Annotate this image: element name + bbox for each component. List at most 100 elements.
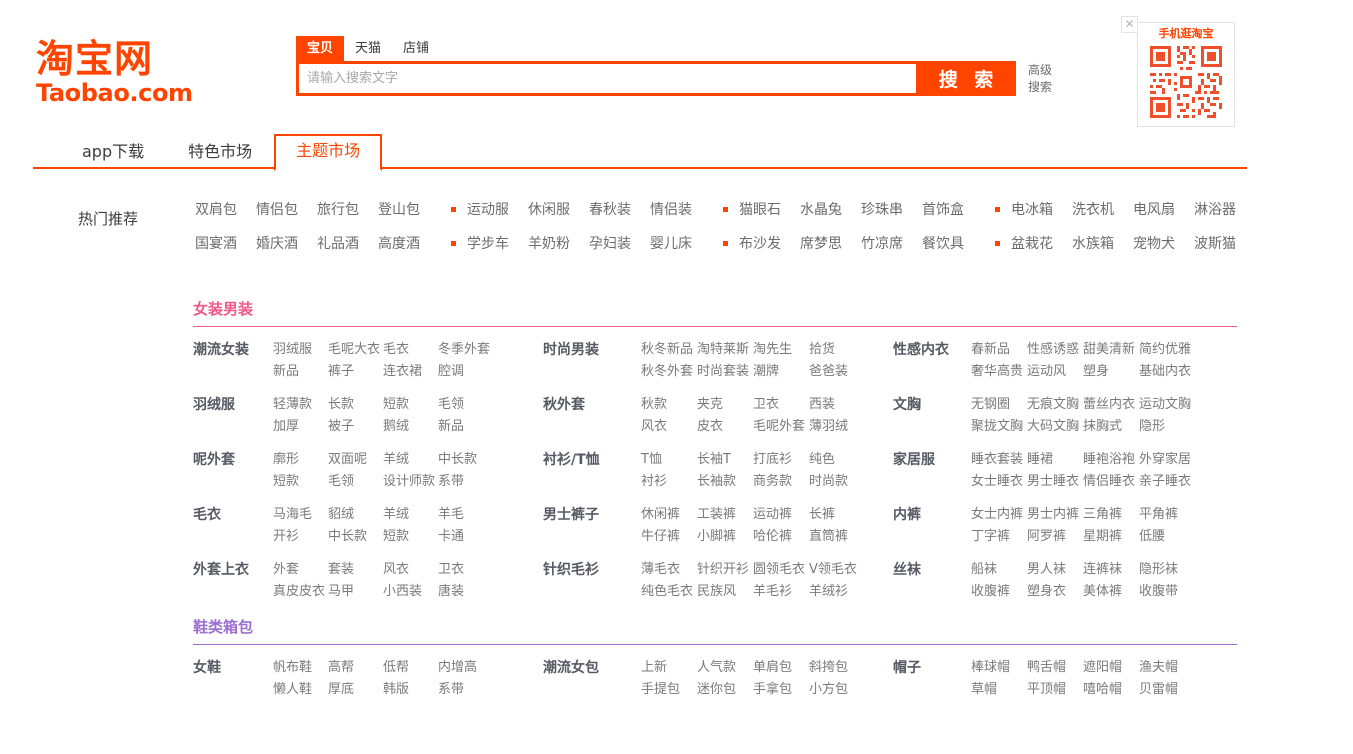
hot-keyword-link[interactable]: 运动服: [467, 202, 509, 218]
category-link[interactable]: 单肩包: [753, 660, 793, 675]
category-title[interactable]: 家居服: [893, 452, 935, 468]
category-title[interactable]: 秋外套: [543, 397, 585, 413]
category-link[interactable]: 风衣: [383, 562, 410, 577]
hot-keyword-link[interactable]: 羊奶粉: [528, 236, 570, 252]
category-link[interactable]: 春新品: [971, 342, 1011, 357]
search-box[interactable]: [296, 61, 916, 96]
category-link[interactable]: T恤: [641, 452, 662, 467]
category-title[interactable]: 毛衣: [193, 507, 221, 523]
category-link[interactable]: 商务款: [753, 474, 793, 489]
category-link[interactable]: 鹅绒: [383, 419, 410, 434]
category-link[interactable]: 薄羽绒: [809, 419, 849, 434]
category-link[interactable]: 蕾丝内衣: [1083, 397, 1136, 412]
category-link[interactable]: 遮阳帽: [1083, 660, 1123, 675]
category-link[interactable]: 休闲裤: [641, 507, 681, 522]
category-title[interactable]: 帽子: [893, 660, 921, 676]
category-link[interactable]: 纯色: [809, 452, 836, 467]
category-link[interactable]: 手提包: [641, 682, 681, 697]
hot-keyword-link[interactable]: 旅行包: [317, 202, 359, 218]
category-link[interactable]: 西装: [809, 397, 836, 412]
category-link[interactable]: 鸭舌帽: [1027, 660, 1067, 675]
hot-keyword-link[interactable]: 登山包: [378, 202, 420, 218]
category-link[interactable]: 卫衣: [438, 562, 465, 577]
category-link[interactable]: 皮衣: [697, 419, 724, 434]
hot-keyword-link[interactable]: 高度酒: [378, 236, 420, 252]
category-link[interactable]: 马海毛: [273, 507, 313, 522]
hot-keyword-link[interactable]: 休闲服: [528, 202, 570, 218]
category-link[interactable]: 风衣: [641, 419, 668, 434]
hot-keyword-link[interactable]: 国宴酒: [195, 236, 237, 252]
category-link[interactable]: 睡袍浴袍: [1083, 452, 1136, 467]
category-link[interactable]: 开衫: [273, 529, 300, 544]
category-link[interactable]: 厚底: [328, 682, 355, 697]
hot-keyword-link[interactable]: 电冰箱: [1011, 202, 1053, 218]
section-heading[interactable]: 女装男装: [193, 300, 254, 318]
category-link[interactable]: 裤子: [328, 364, 355, 379]
hot-keyword-link[interactable]: 水族箱: [1072, 236, 1114, 252]
category-link[interactable]: 羊绒: [383, 452, 410, 467]
nav-tab-1[interactable]: 特色市场: [188, 142, 253, 161]
category-link[interactable]: 隐形: [1139, 419, 1166, 434]
category-title[interactable]: 丝袜: [893, 562, 921, 578]
hot-keyword-link[interactable]: 礼品酒: [317, 236, 359, 252]
category-link[interactable]: 美体裤: [1083, 584, 1123, 599]
category-link[interactable]: 运动风: [1027, 364, 1067, 379]
category-link[interactable]: 真皮皮衣: [273, 584, 326, 599]
hot-keyword-link[interactable]: 情侣装: [650, 202, 692, 218]
search-tab-2[interactable]: 店铺: [403, 41, 430, 56]
category-title[interactable]: 性感内衣: [893, 342, 949, 358]
category-link[interactable]: 睡衣套装: [971, 452, 1024, 467]
category-link[interactable]: 小西装: [383, 584, 423, 599]
category-title[interactable]: 衬衫/T恤: [543, 452, 600, 468]
category-link[interactable]: 男人袜: [1027, 562, 1067, 577]
category-title[interactable]: 潮流女包: [543, 660, 599, 676]
hot-keyword-link[interactable]: 珍珠串: [861, 202, 903, 218]
hot-keyword-link[interactable]: 布沙发: [739, 236, 781, 252]
category-link[interactable]: 棒球帽: [971, 660, 1011, 675]
category-link[interactable]: 上新: [641, 660, 668, 675]
category-link[interactable]: 草帽: [971, 682, 998, 697]
category-link[interactable]: 腔调: [438, 364, 465, 379]
category-link[interactable]: 塑身衣: [1027, 584, 1067, 599]
category-link[interactable]: 衬衫: [641, 474, 668, 489]
category-link[interactable]: 爸爸装: [809, 364, 849, 379]
category-link[interactable]: 隐形袜: [1139, 562, 1179, 577]
category-link[interactable]: 人气款: [697, 660, 737, 675]
category-link[interactable]: 外穿家居: [1139, 452, 1192, 467]
search-input[interactable]: [299, 64, 916, 93]
category-link[interactable]: 大码文胸: [1027, 419, 1080, 434]
category-link[interactable]: 长款: [328, 397, 355, 412]
category-link[interactable]: 马甲: [328, 584, 355, 599]
category-link[interactable]: 女士内裤: [971, 507, 1024, 522]
hot-keyword-link[interactable]: 情侣包: [256, 202, 298, 218]
hot-keyword-link[interactable]: 学步车: [467, 236, 509, 252]
category-link[interactable]: 双面呢: [328, 452, 368, 467]
category-link[interactable]: 长袖款: [697, 474, 737, 489]
category-link[interactable]: 男士内裤: [1027, 507, 1080, 522]
category-link[interactable]: 小脚裤: [697, 529, 737, 544]
category-link[interactable]: 短款: [383, 529, 410, 544]
category-title[interactable]: 时尚男装: [543, 342, 599, 358]
hot-keyword-link[interactable]: 婚庆酒: [256, 236, 298, 252]
nav-tab-0[interactable]: app下载: [82, 142, 145, 161]
category-link[interactable]: 毛衣: [383, 342, 410, 357]
search-tab-0[interactable]: 宝贝: [296, 36, 345, 61]
hot-keyword-link[interactable]: 猫眼石: [739, 202, 781, 218]
category-link[interactable]: 长袖T: [697, 452, 731, 467]
category-link[interactable]: 潮牌: [753, 364, 780, 379]
category-link[interactable]: 懒人鞋: [273, 682, 313, 697]
category-link[interactable]: 迷你包: [697, 682, 737, 697]
category-link[interactable]: 羊毛: [438, 507, 465, 522]
category-link[interactable]: 套装: [328, 562, 355, 577]
category-link[interactable]: 嘻哈帽: [1083, 682, 1123, 697]
category-link[interactable]: 秋冬新品: [641, 342, 694, 357]
hot-keyword-link[interactable]: 竹凉席: [861, 236, 903, 252]
category-link[interactable]: 外套: [273, 562, 300, 577]
category-title[interactable]: 羽绒服: [193, 397, 235, 413]
category-link[interactable]: 渔夫帽: [1139, 660, 1179, 675]
hot-keyword-link[interactable]: 水晶兔: [800, 202, 842, 218]
category-link[interactable]: 民族风: [697, 584, 737, 599]
hot-keyword-link[interactable]: 电风扇: [1133, 202, 1175, 218]
category-link[interactable]: 貂绒: [328, 507, 355, 522]
category-link[interactable]: 冬季外套: [438, 342, 491, 357]
